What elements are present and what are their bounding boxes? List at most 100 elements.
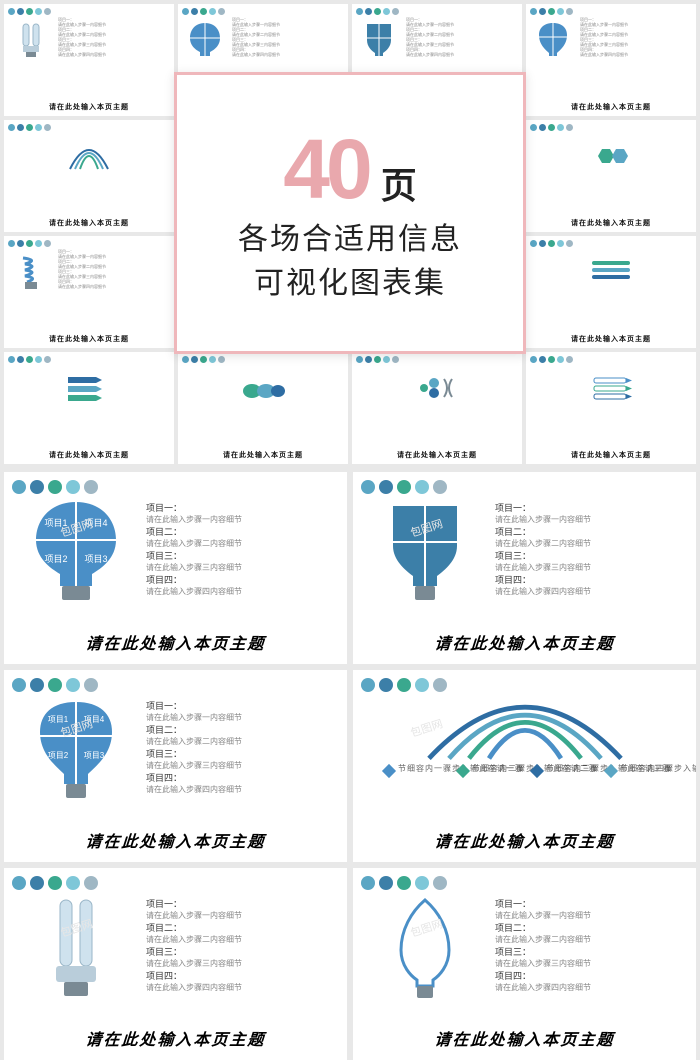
puzzle-bulb3-icon — [530, 17, 576, 63]
arc-column: 骤三 请在此输入步骤三内容细节 — [532, 764, 592, 776]
arc-column: 骤一 请在此输入步骤一内容细节 — [384, 764, 444, 776]
palette-dots — [526, 236, 696, 247]
mini-title: 请在此处输入本页主题 — [526, 216, 696, 232]
card-body: 骤一 请在此输入步骤一内容细节骤二 请在此输入步骤二内容细节骤三 请在此输入步骤… — [353, 692, 696, 822]
arc-column: 骤四 请在此输入步骤四内容细节 — [606, 764, 666, 776]
bottom-detail-grid: 项目1 项目4 项目2 项目3 项目一：请在此输入步骤一内容细节项目二：请在此输… — [0, 472, 700, 1053]
mini-slide-spiral[interactable]: 项目一：请在此输入步骤一内容细节项目二：请在此输入步骤二内容细节项目三：请在此输… — [4, 236, 174, 348]
item-heading: 项目二： — [146, 922, 335, 934]
ovals-icon — [182, 365, 344, 411]
item-desc: 请在此输入步骤四内容细节 — [146, 784, 335, 796]
item-heading: 项目四： — [146, 772, 335, 784]
palette-dots — [353, 670, 696, 692]
svg-text:项目1: 项目1 — [44, 518, 67, 528]
palette-dots — [4, 236, 174, 247]
item-desc: 请在此输入步骤四内容细节 — [495, 982, 684, 994]
mini-title: 请在此处输入本页主题 — [4, 448, 174, 464]
mini-title: 请在此处输入本页主题 — [526, 448, 696, 464]
item-heading: 项目三： — [146, 748, 335, 760]
arrows-icon — [8, 365, 170, 411]
arc-column-label: 骤四 请在此输入步骤四内容细节 — [620, 764, 697, 776]
item-desc: 请在此输入步骤一内容细节 — [495, 514, 684, 526]
candle-bulb-icon — [365, 894, 485, 1004]
mini-slide-dots-bracket[interactable]: 项目一：请在此输入步骤一内容细节项目二：请在此输入步骤二内容细节项目三：请在此输… — [352, 352, 522, 464]
item-list: 项目一：请在此输入步骤一内容细节项目二：请在此输入步骤二内容细节项目三：请在此输… — [146, 894, 335, 994]
diamond-icon — [603, 764, 617, 778]
item-desc: 请在此输入步骤三内容细节 — [146, 562, 335, 574]
slide-card-candle-bulb[interactable]: 项目一：请在此输入步骤一内容细节项目二：请在此输入步骤二内容细节项目三：请在此输… — [353, 868, 696, 1060]
mini-slide-arrows[interactable]: 项目一：请在此输入步骤一内容细节项目二：请在此输入步骤二内容细节项目三：请在此输… — [4, 352, 174, 464]
item-heading: 项目一： — [495, 502, 684, 514]
palette-dots — [4, 120, 174, 131]
slide-card-round-bulb[interactable]: 项目1 项目4 项目2 项目3 项目一：请在此输入步骤一内容细节项目二：请在此输… — [4, 670, 347, 862]
mini-title: 请在此处输入本页主题 — [352, 448, 522, 464]
puzzle-bulb-icon — [182, 17, 228, 63]
item-heading: 项目二： — [495, 922, 684, 934]
palette-dots — [526, 352, 696, 363]
mini-body: 项目一：请在此输入步骤一内容细节项目二：请在此输入步骤二内容细节项目三：请在此输… — [4, 131, 174, 216]
promo-card: 40 页 各场合适用信息 可视化图表集 — [174, 72, 526, 354]
palette-dots — [4, 868, 347, 890]
palette-dots — [4, 472, 347, 494]
item-desc: 请在此输入步骤二内容细节 — [146, 934, 335, 946]
slide-card-arcs[interactable]: 骤一 请在此输入步骤一内容细节骤二 请在此输入步骤二内容细节骤三 请在此输入步骤… — [353, 670, 696, 862]
item-desc: 请在此输入步骤三内容细节 — [495, 562, 684, 574]
diamond-icon — [455, 764, 469, 778]
hex-icon — [530, 133, 692, 179]
item-heading: 项目四： — [495, 574, 684, 586]
cfl-bulb-icon — [16, 894, 136, 1004]
svg-text:项目2: 项目2 — [48, 751, 69, 760]
item-desc: 请在此输入步骤一内容细节 — [495, 910, 684, 922]
mini-text: 项目一：请在此输入步骤一内容细节项目二：请在此输入步骤二内容细节项目三：请在此输… — [406, 17, 518, 57]
slide-title: 请在此处输入本页主题 — [4, 822, 347, 862]
slide-title: 请在此处输入本页主题 — [4, 624, 347, 664]
item-heading: 项目一： — [146, 502, 335, 514]
mini-body: 项目一：请在此输入步骤一内容细节项目二：请在此输入步骤二内容细节项目三：请在此输… — [4, 15, 174, 100]
item-desc: 请在此输入步骤二内容细节 — [495, 934, 684, 946]
item-heading: 项目四： — [146, 574, 335, 586]
mini-body: 项目一：请在此输入步骤一内容细节项目二：请在此输入步骤二内容细节项目三：请在此输… — [4, 363, 174, 448]
palette-dots — [353, 472, 696, 494]
mini-slide-arcs[interactable]: 项目一：请在此输入步骤一内容细节项目二：请在此输入步骤二内容细节项目三：请在此输… — [4, 120, 174, 232]
item-list: 项目一：请在此输入步骤一内容细节项目二：请在此输入步骤二内容细节项目三：请在此输… — [495, 894, 684, 994]
mini-slide-puzzle-bulb3[interactable]: 项目一：请在此输入步骤一内容细节项目二：请在此输入步骤二内容细节项目三：请在此输… — [526, 4, 696, 116]
slide-card-cfl[interactable]: 项目一：请在此输入步骤一内容细节项目二：请在此输入步骤二内容细节项目三：请在此输… — [4, 868, 347, 1060]
slide-card-puzzle-bulb-1[interactable]: 项目1 项目4 项目2 项目3 项目一：请在此输入步骤一内容细节项目二：请在此输… — [4, 472, 347, 664]
arcs-icon — [375, 696, 675, 760]
palette-dots — [526, 120, 696, 131]
palette-dots — [352, 4, 522, 15]
card-body: 项目一：请在此输入步骤一内容细节项目二：请在此输入步骤二内容细节项目三：请在此输… — [353, 890, 696, 1020]
palette-dots — [4, 352, 174, 363]
mini-body: 项目一：请在此输入步骤一内容细节项目二：请在此输入步骤二内容细节项目三：请在此输… — [4, 247, 174, 332]
item-desc: 请在此输入步骤一内容细节 — [146, 514, 335, 526]
item-heading: 项目一： — [495, 898, 684, 910]
arcs-icon — [8, 133, 170, 179]
item-heading: 项目四： — [146, 970, 335, 982]
item-desc: 请在此输入步骤二内容细节 — [146, 736, 335, 748]
svg-text:项目4: 项目4 — [84, 715, 105, 724]
card-body: 项目1 项目4 项目2 项目3 项目一：请在此输入步骤一内容细节项目二：请在此输… — [4, 692, 347, 822]
slide-card-square-bulb[interactable]: 项目一：请在此输入步骤一内容细节项目二：请在此输入步骤二内容细节项目三：请在此输… — [353, 472, 696, 664]
mini-slide-hex[interactable]: 项目一：请在此输入步骤一内容细节项目二：请在此输入步骤二内容细节项目三：请在此输… — [526, 120, 696, 232]
promo-line-2: 可视化图表集 — [254, 262, 446, 306]
mini-body: 项目一：请在此输入步骤一内容细节项目二：请在此输入步骤二内容细节项目三：请在此输… — [526, 247, 696, 332]
item-desc: 请在此输入步骤三内容细节 — [146, 958, 335, 970]
mini-slide-bars-pointer[interactable]: 项目一：请在此输入步骤一内容细节项目二：请在此输入步骤二内容细节项目三：请在此输… — [526, 352, 696, 464]
svg-text:项目2: 项目2 — [44, 554, 67, 564]
item-heading: 项目三： — [146, 946, 335, 958]
mini-slide-ovals[interactable]: 项目一：请在此输入步骤一内容细节项目二：请在此输入步骤二内容细节项目三：请在此输… — [178, 352, 348, 464]
item-desc: 请在此输入步骤三内容细节 — [146, 760, 335, 772]
spiral-icon — [8, 249, 54, 295]
card-body: 项目一：请在此输入步骤一内容细节项目二：请在此输入步骤二内容细节项目三：请在此输… — [4, 890, 347, 1020]
slide-title: 请在此处输入本页主题 — [4, 1020, 347, 1060]
mini-text: 项目一：请在此输入步骤一内容细节项目二：请在此输入步骤二内容细节项目三：请在此输… — [58, 249, 170, 289]
slide-title: 请在此处输入本页主题 — [353, 822, 696, 862]
mini-body: 项目一：请在此输入步骤一内容细节项目二：请在此输入步骤二内容细节项目三：请在此输… — [352, 363, 522, 448]
promo-number: 40 — [283, 121, 368, 218]
palette-dots — [4, 670, 347, 692]
mini-title: 请在此处输入本页主题 — [526, 100, 696, 116]
template-gallery-page: 项目一：请在此输入步骤一内容细节项目二：请在此输入步骤二内容细节项目三：请在此输… — [0, 0, 700, 1053]
mini-slide-bars-h[interactable]: 项目一：请在此输入步骤一内容细节项目二：请在此输入步骤二内容细节项目三：请在此输… — [526, 236, 696, 348]
mini-slide-cfl[interactable]: 项目一：请在此输入步骤一内容细节项目二：请在此输入步骤二内容细节项目三：请在此输… — [4, 4, 174, 116]
item-heading: 项目二： — [146, 724, 335, 736]
